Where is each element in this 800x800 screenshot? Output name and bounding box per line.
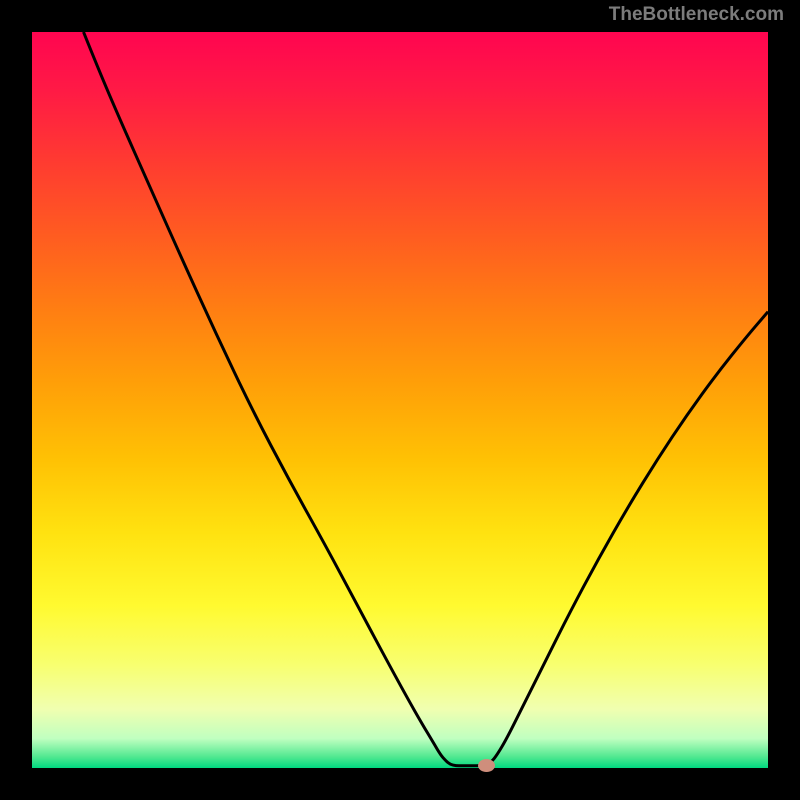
- watermark-text: TheBottleneck.com: [609, 4, 784, 26]
- optimal-point-marker: [478, 759, 495, 772]
- bottleneck-curve: [32, 32, 768, 768]
- plot-area: [32, 32, 768, 768]
